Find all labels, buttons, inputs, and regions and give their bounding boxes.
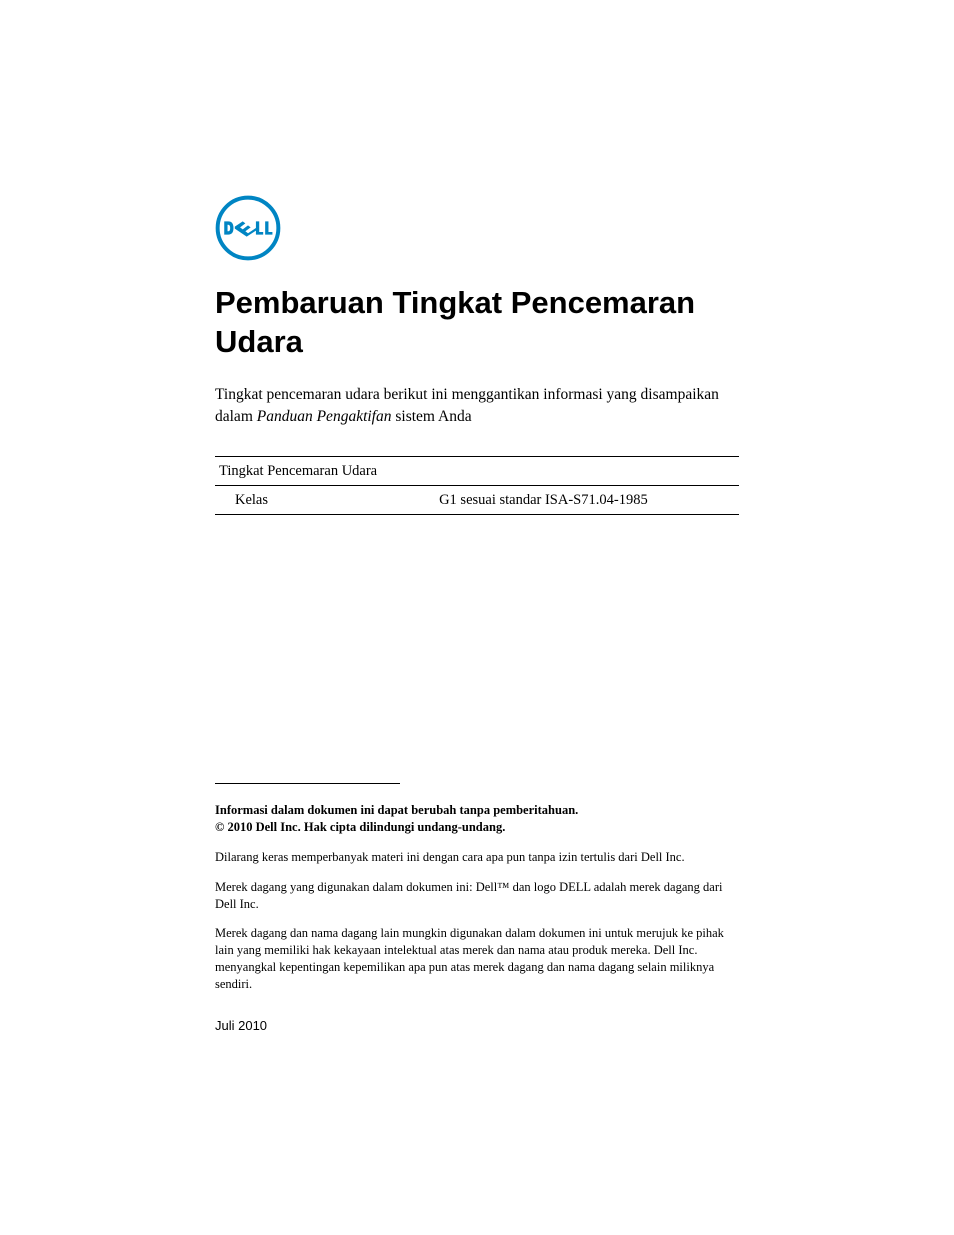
document-page: Pembaruan Tingkat Pencemaran Udara Tingk… (0, 0, 954, 515)
document-title: Pembaruan Tingkat Pencemaran Udara (215, 284, 739, 362)
table-header-cell: Tingkat Pencemaran Udara (215, 457, 739, 486)
notice-line1: Informasi dalam dokumen ini dapat beruba… (215, 803, 578, 817)
legal-notice-bold: Informasi dalam dokumen ini dapat beruba… (215, 802, 739, 836)
table-header-row: Tingkat Pencemaran Udara (215, 457, 739, 486)
table-row-value: G1 sesuai standar ISA-S71.04-1985 (435, 486, 739, 515)
footer-divider (215, 783, 400, 784)
spec-table: Tingkat Pencemaran Udara Kelas G1 sesuai… (215, 456, 739, 515)
legal-paragraph-1: Dilarang keras memperbanyak materi ini d… (215, 849, 739, 866)
notice-line2: © 2010 Dell Inc. Hak cipta dilindungi un… (215, 820, 505, 834)
document-date: Juli 2010 (215, 1018, 739, 1033)
table-row: Kelas G1 sesuai standar ISA-S71.04-1985 (215, 486, 739, 515)
table-row-label: Kelas (215, 486, 435, 515)
intro-paragraph: Tingkat pencemaran udara berikut ini men… (215, 384, 739, 429)
intro-text-after: sistem Anda (392, 408, 472, 425)
dell-logo-icon (215, 195, 281, 261)
footer-section: Informasi dalam dokumen ini dapat beruba… (215, 783, 739, 1033)
legal-paragraph-2: Merek dagang yang digunakan dalam dokume… (215, 879, 739, 913)
dell-logo (215, 195, 739, 266)
legal-paragraph-3: Merek dagang dan nama dagang lain mungki… (215, 925, 739, 993)
intro-italic: Panduan Pengaktifan (257, 408, 392, 425)
